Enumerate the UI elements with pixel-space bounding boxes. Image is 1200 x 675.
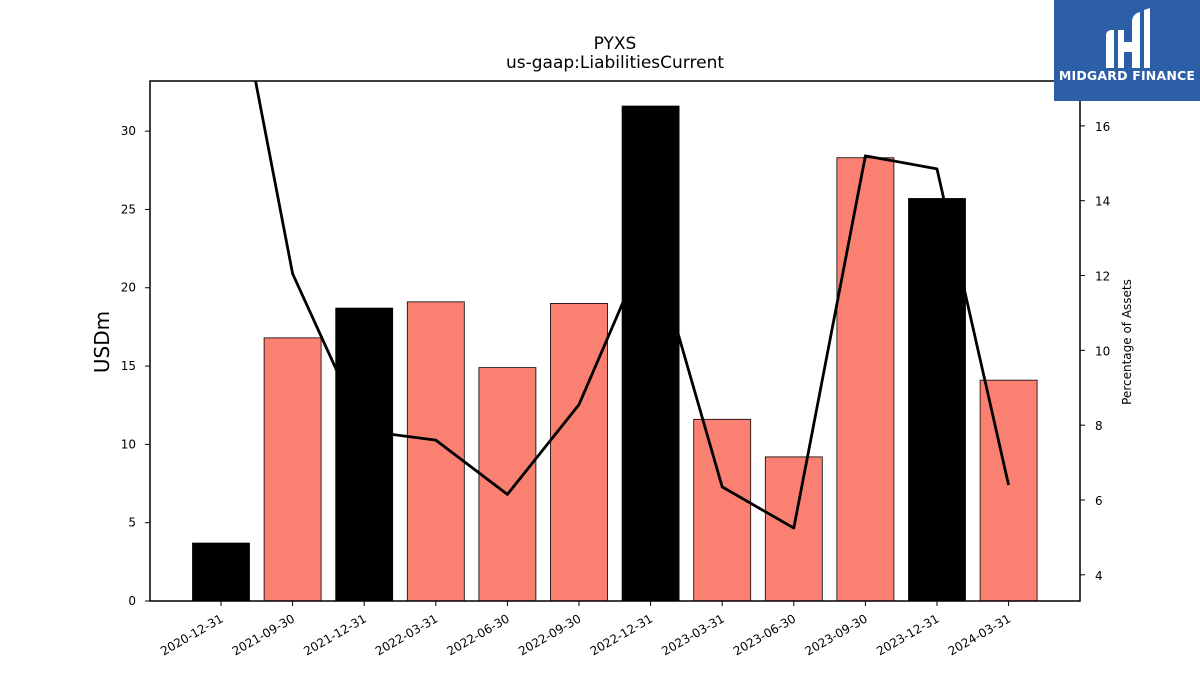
x-tick-group: 2020-12-31 2021-09-30 2021-12-31 2022-03-31… <box>158 601 1013 658</box>
y2-tick-group: 4 6 8 10 12 14 16 <box>1080 120 1110 583</box>
x-tick-label: 2023-12-31 <box>874 611 941 658</box>
y-axis-label: USDm <box>90 311 114 373</box>
line-group <box>254 81 1010 530</box>
y2-tick-label: 12 <box>1095 270 1110 284</box>
chart-subtitle: us-gaap:LiabilitiesCurrent <box>506 53 724 73</box>
logo: MIDGARD FINANCE <box>1054 0 1200 101</box>
bar-2022-03-31 <box>406 301 465 602</box>
y2-tick-label: 6 <box>1095 494 1103 508</box>
bar-2023-09-30 <box>836 157 895 602</box>
plot-frame <box>149 80 1081 602</box>
logo-mark-icon <box>1106 8 1150 68</box>
y-tick-label: 15 <box>121 359 136 373</box>
x-tick-label: 2022-06-30 <box>444 611 511 658</box>
bar-2022-06-30 <box>478 367 537 602</box>
bar-2023-12-31 <box>908 198 966 602</box>
x-tick-label: 2023-03-31 <box>659 611 726 658</box>
y-tick-label: 5 <box>128 516 136 530</box>
bar-2021-12-31 <box>335 307 394 602</box>
y-tick-label: 20 <box>121 281 136 295</box>
logo-text: MIDGARD FINANCE <box>1058 68 1196 83</box>
y2-tick-label: 8 <box>1095 419 1103 433</box>
y2-tick-label: 16 <box>1095 120 1110 134</box>
x-tick-label: 2020-12-31 <box>158 611 225 658</box>
bar-group <box>192 105 1038 602</box>
x-tick-label: 2023-09-30 <box>802 611 869 658</box>
y-tick-label: 25 <box>121 202 136 216</box>
bar-2022-09-30 <box>550 303 608 602</box>
y-tick-group: 0 5 10 15 20 25 30 <box>121 124 150 608</box>
y2-tick-label: 14 <box>1095 195 1110 209</box>
x-tick-label: 2022-03-31 <box>373 611 440 658</box>
bar-2022-12-31 <box>621 105 680 602</box>
y-tick-label: 0 <box>128 594 136 608</box>
y-tick-label: 10 <box>121 437 136 451</box>
percentage-line <box>254 81 1010 530</box>
x-tick-label: 2023-06-30 <box>731 611 798 658</box>
bar-2020-12-31 <box>192 542 250 602</box>
x-tick-label: 2021-12-31 <box>301 611 368 658</box>
bar-2023-03-31 <box>693 418 752 602</box>
y2-axis-label: Percentage of Assets <box>1120 279 1134 405</box>
y2-tick-label: 10 <box>1095 344 1110 358</box>
bar-2021-09-30 <box>263 337 322 602</box>
x-tick-label: 2024-03-31 <box>946 611 1013 658</box>
y2-tick-label: 4 <box>1095 569 1103 583</box>
x-tick-label: 2022-12-31 <box>588 611 655 658</box>
x-tick-label: 2022-09-30 <box>516 611 583 658</box>
bar-2024-03-31 <box>979 379 1038 602</box>
chart-title: PYXS <box>594 34 637 54</box>
x-tick-label: 2021-09-30 <box>230 611 297 658</box>
y-tick-label: 30 <box>121 124 136 138</box>
